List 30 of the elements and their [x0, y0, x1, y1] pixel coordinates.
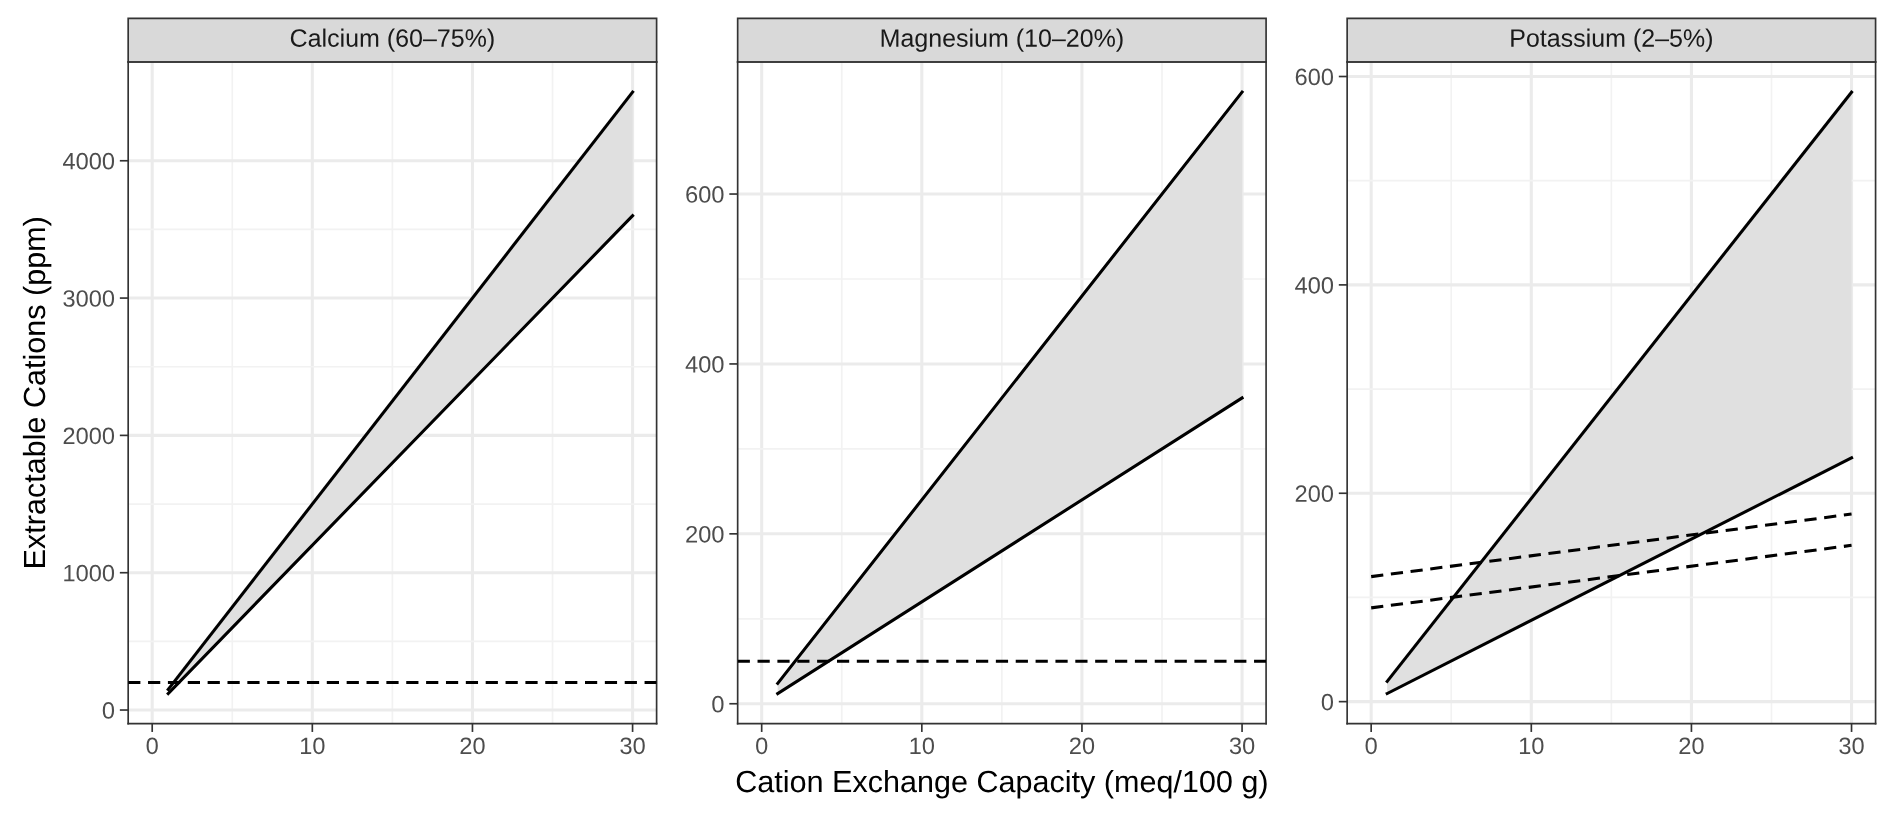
x-tick-label: 10: [1519, 737, 1544, 755]
x-tick-label: 20: [460, 737, 485, 755]
y-tick-label: 200: [686, 525, 724, 543]
x-tick-label: 30: [1839, 737, 1864, 755]
x-tick-label: 0: [756, 737, 768, 755]
x-tick-label: 30: [620, 737, 645, 755]
y-tick-label: 0: [1321, 693, 1334, 711]
y-tick-label: 400: [685, 356, 724, 373]
chart-title: Magnesium (10–20%): [881, 28, 1123, 52]
x-tick-label: 20: [1679, 737, 1704, 755]
y-tick-label: 600: [1295, 68, 1334, 86]
x-tick-label: 0: [1365, 737, 1377, 755]
x-tick-label: 0: [146, 737, 158, 755]
y-tick-label: 0: [102, 702, 115, 719]
y-tick-label: 0: [712, 695, 724, 713]
x-axis-title: Cation Exchange Capacity (meq/100 g): [736, 769, 1267, 799]
y-tick-label: 1000: [64, 564, 115, 582]
y-tick-label: 4000: [63, 152, 115, 170]
y-tick-label: 3000: [63, 290, 115, 307]
y-tick-label: 600: [686, 186, 724, 203]
y-tick-label: 2000: [63, 427, 115, 445]
y-tick-label: 400: [1295, 276, 1334, 294]
x-tick-label: 30: [1229, 737, 1255, 755]
chart-title: Calcium (60–75%): [290, 28, 494, 52]
x-tick-label: 10: [910, 737, 935, 755]
y-axis-title: Extractable Cations (ppm): [22, 218, 52, 567]
x-tick-label: 20: [1070, 737, 1095, 755]
x-tick-label: 10: [301, 737, 325, 755]
y-tick-label: 200: [1295, 485, 1334, 503]
chart-title: Potassium (2–5%): [1511, 28, 1712, 52]
